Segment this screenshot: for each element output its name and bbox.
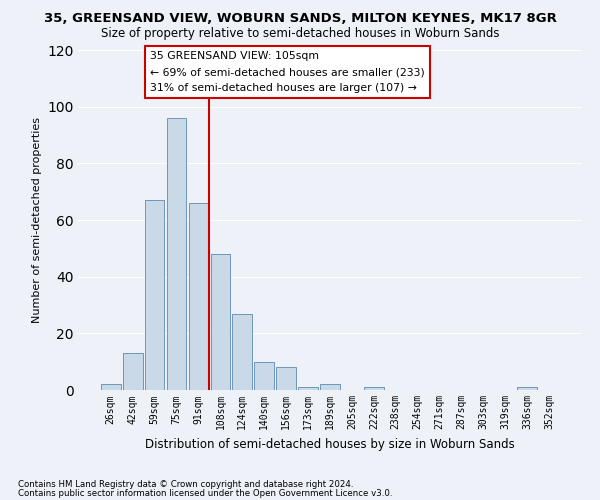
Bar [211, 254, 230, 390]
Bar [254, 362, 274, 390]
Bar [298, 387, 318, 390]
Bar [320, 384, 340, 390]
X-axis label: Distribution of semi-detached houses by size in Woburn Sands: Distribution of semi-detached houses by … [145, 438, 515, 451]
Bar [101, 384, 121, 390]
Y-axis label: Number of semi-detached properties: Number of semi-detached properties [32, 117, 42, 323]
Bar [517, 387, 537, 390]
Text: 35, GREENSAND VIEW, WOBURN SANDS, MILTON KEYNES, MK17 8GR: 35, GREENSAND VIEW, WOBURN SANDS, MILTON… [44, 12, 556, 26]
Text: 35 GREENSAND VIEW: 105sqm
← 69% of semi-detached houses are smaller (233)
31% of: 35 GREENSAND VIEW: 105sqm ← 69% of semi-… [150, 52, 425, 92]
Bar [123, 353, 143, 390]
Text: Size of property relative to semi-detached houses in Woburn Sands: Size of property relative to semi-detach… [101, 28, 499, 40]
Bar [167, 118, 187, 390]
Text: Contains public sector information licensed under the Open Government Licence v3: Contains public sector information licen… [18, 489, 392, 498]
Bar [232, 314, 252, 390]
Bar [145, 200, 164, 390]
Bar [276, 368, 296, 390]
Bar [364, 387, 384, 390]
Text: Contains HM Land Registry data © Crown copyright and database right 2024.: Contains HM Land Registry data © Crown c… [18, 480, 353, 489]
Bar [188, 203, 208, 390]
